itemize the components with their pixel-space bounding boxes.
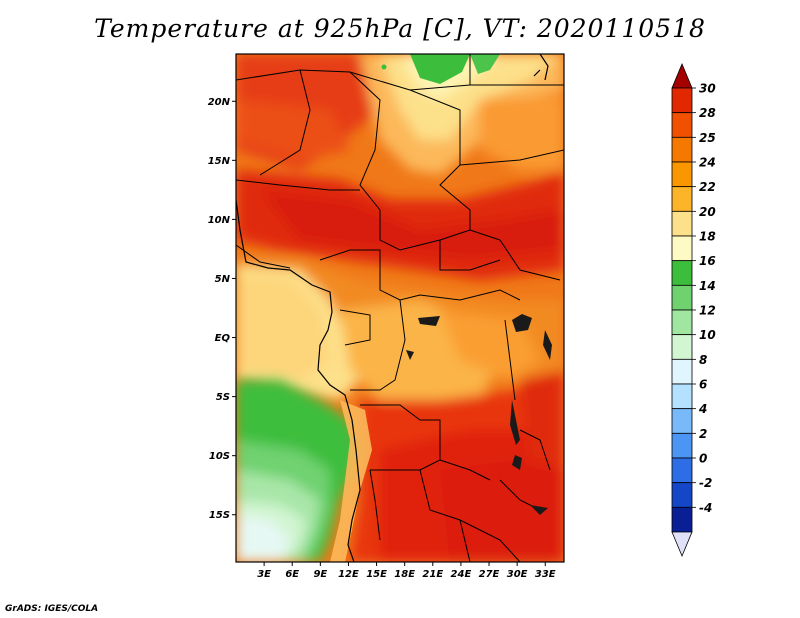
- colorbar-swatch: [671, 457, 693, 484]
- lon-tick-label: 9E: [313, 569, 327, 580]
- colorbar-label: 30: [699, 82, 716, 96]
- colorbar-swatch: [671, 334, 693, 360]
- colorbar-swatch: [671, 432, 693, 459]
- colorbar-swatch: [671, 235, 693, 262]
- colorbar-swatch: [671, 87, 693, 114]
- colorbar-swatch: [671, 408, 693, 434]
- lon-tick-label: 30E: [507, 569, 528, 580]
- lon-tick-label: 12E: [338, 569, 359, 580]
- lon-tick-label: 18E: [394, 569, 415, 580]
- colorbar-swatch: [671, 260, 693, 286]
- colorbar-label: 4: [698, 402, 707, 416]
- lon-tick-label: 24E: [451, 569, 472, 580]
- colorbar-bottom-triangle: [671, 531, 693, 558]
- colorbar-label: 8: [699, 353, 707, 367]
- lon-tick-label: 15E: [366, 569, 387, 580]
- lon-tick-label: 6E: [285, 569, 299, 580]
- lat-tick-label: 10S: [209, 451, 230, 462]
- latitude-axis: 20N 15N 10N 5N EQ 5S 10S 15S: [208, 97, 236, 521]
- lat-tick-label: 20N: [208, 97, 231, 108]
- lat-tick-label: 5N: [215, 274, 231, 285]
- colorbar-swatch: [671, 506, 693, 533]
- colorbar-swatch: [671, 383, 693, 410]
- colorbar-swatch: [671, 112, 693, 138]
- lon-tick-label: 21E: [422, 569, 443, 580]
- lon-tick-label: 33E: [535, 569, 556, 580]
- colorbar-label: 18: [699, 230, 716, 244]
- colorbar-swatch: [671, 309, 693, 336]
- colorbar-top-triangle: [671, 62, 693, 89]
- colorbar-label: 28: [699, 106, 716, 120]
- longitude-axis: 3E 6E 9E 12E 15E 18E 21E 24E 27E 30E 33E: [257, 562, 556, 580]
- lat-tick-label: 15N: [208, 156, 231, 167]
- colorbar-swatch: [671, 186, 693, 212]
- colorbar-label: 25: [699, 131, 716, 145]
- lat-tick-label: EQ: [215, 333, 231, 344]
- country-boundaries: [236, 54, 564, 562]
- colorbar-swatch: [671, 284, 693, 311]
- colorbar-label: -4: [699, 501, 712, 515]
- colorbar-label: 6: [699, 378, 707, 392]
- temperature-field: [236, 54, 564, 562]
- colorbar-swatch: [671, 358, 693, 385]
- colorbar-label: 12: [699, 304, 716, 318]
- colorbar-label: 10: [699, 328, 716, 342]
- colorbar-swatch: [671, 161, 693, 188]
- lat-tick-label: 10N: [208, 215, 231, 226]
- colorbar-label: 0: [699, 452, 707, 466]
- colorbar-swatch: [671, 136, 693, 163]
- lat-tick-label: 5S: [216, 392, 230, 403]
- chart-title: Temperature at 925hPa [C], VT: 202011051…: [94, 14, 706, 43]
- coastline: [236, 54, 549, 562]
- colorbar-label: 22: [699, 180, 716, 194]
- colorbar-label: 20: [699, 205, 716, 219]
- grads-credit: GrADS: IGES/COLA: [5, 604, 99, 614]
- map-frame: [235, 53, 565, 563]
- colorbar-label: 16: [699, 254, 716, 268]
- colorbar-swatch: [671, 210, 693, 237]
- lakes: [406, 314, 552, 515]
- colorbar-label: 24: [699, 156, 716, 170]
- colorbar-label: 14: [699, 279, 716, 293]
- colorbar-swatch: [671, 482, 693, 508]
- colorbar-label: 2: [699, 427, 707, 441]
- lat-tick-label: 15S: [209, 510, 230, 521]
- colorbar-label: -2: [699, 476, 712, 490]
- lon-tick-label: 27E: [479, 569, 500, 580]
- lon-tick-label: 3E: [257, 569, 271, 580]
